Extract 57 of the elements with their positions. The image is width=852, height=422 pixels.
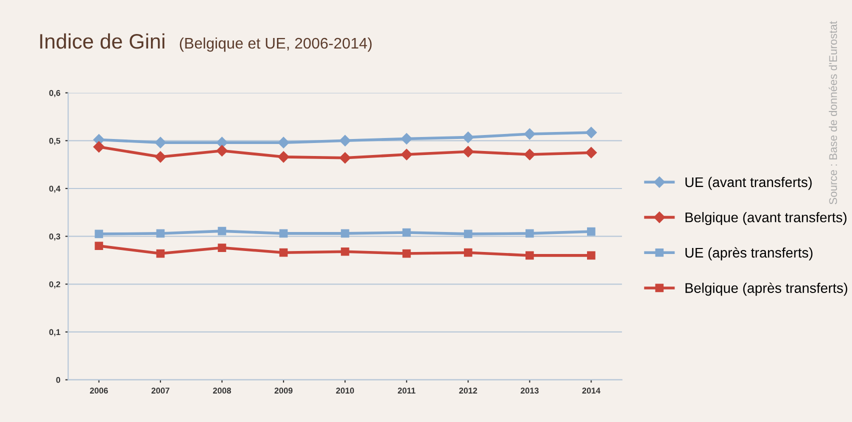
- point: [94, 242, 104, 250]
- y-tick-label: 0,4: [49, 186, 60, 193]
- x-tick-label: 2011: [398, 388, 416, 394]
- point: [339, 135, 351, 146]
- chart-subtitle: (Belgique et UE, 2006-2014): [180, 37, 372, 52]
- point: [524, 148, 536, 160]
- x-tick-label: 2012: [459, 388, 478, 394]
- point: [464, 230, 472, 238]
- point: [156, 249, 165, 258]
- point: [154, 151, 166, 163]
- point: [278, 136, 290, 148]
- point: [94, 230, 104, 238]
- legend-label: UE (avant transferts): [685, 176, 812, 190]
- point: [402, 249, 411, 258]
- point: [402, 228, 411, 237]
- point: [586, 147, 597, 158]
- point: [339, 152, 351, 164]
- point: [400, 148, 412, 160]
- point: [524, 128, 536, 140]
- point: [279, 229, 288, 238]
- point: [93, 141, 105, 152]
- point: [464, 248, 472, 257]
- x-tick-label: 2006: [90, 388, 108, 394]
- x-tick-label: 2013: [520, 388, 539, 394]
- y-tick-label: 0,6: [49, 90, 60, 98]
- legend-label: Belgique (après transferts): [686, 282, 848, 296]
- point: [586, 126, 597, 138]
- point: [525, 251, 534, 260]
- point: [587, 227, 596, 236]
- source-note: Source : Base de données d'Eurostat: [828, 21, 838, 204]
- y-tick-label: 0,1: [49, 329, 60, 336]
- point: [462, 146, 474, 158]
- chart-title: Indice de Gini: [40, 33, 164, 49]
- x-tick-label: 2014: [582, 388, 600, 394]
- point: [156, 229, 165, 238]
- point: [218, 226, 226, 236]
- point: [340, 247, 350, 256]
- point: [279, 248, 288, 257]
- x-tick-label: 2008: [213, 388, 232, 394]
- x-tick-label: 2010: [336, 388, 354, 394]
- point: [525, 229, 534, 238]
- y-tick-label: 0: [56, 377, 60, 383]
- x-tick-label: 2007: [151, 388, 170, 394]
- point: [587, 251, 596, 260]
- point: [462, 132, 474, 143]
- y-tick-label: 0,5: [49, 138, 60, 145]
- point: [340, 229, 350, 238]
- point: [216, 145, 228, 156]
- x-tick-label: 2009: [274, 388, 292, 394]
- point: [278, 151, 290, 163]
- point: [154, 136, 166, 148]
- legend-label: Belgique (avant transferts): [686, 212, 846, 226]
- point: [400, 133, 412, 144]
- y-tick-label: 0,3: [49, 234, 60, 241]
- point: [218, 244, 226, 252]
- legend-label: UE (après transferts): [685, 247, 812, 260]
- y-tick-label: 0,2: [49, 281, 60, 288]
